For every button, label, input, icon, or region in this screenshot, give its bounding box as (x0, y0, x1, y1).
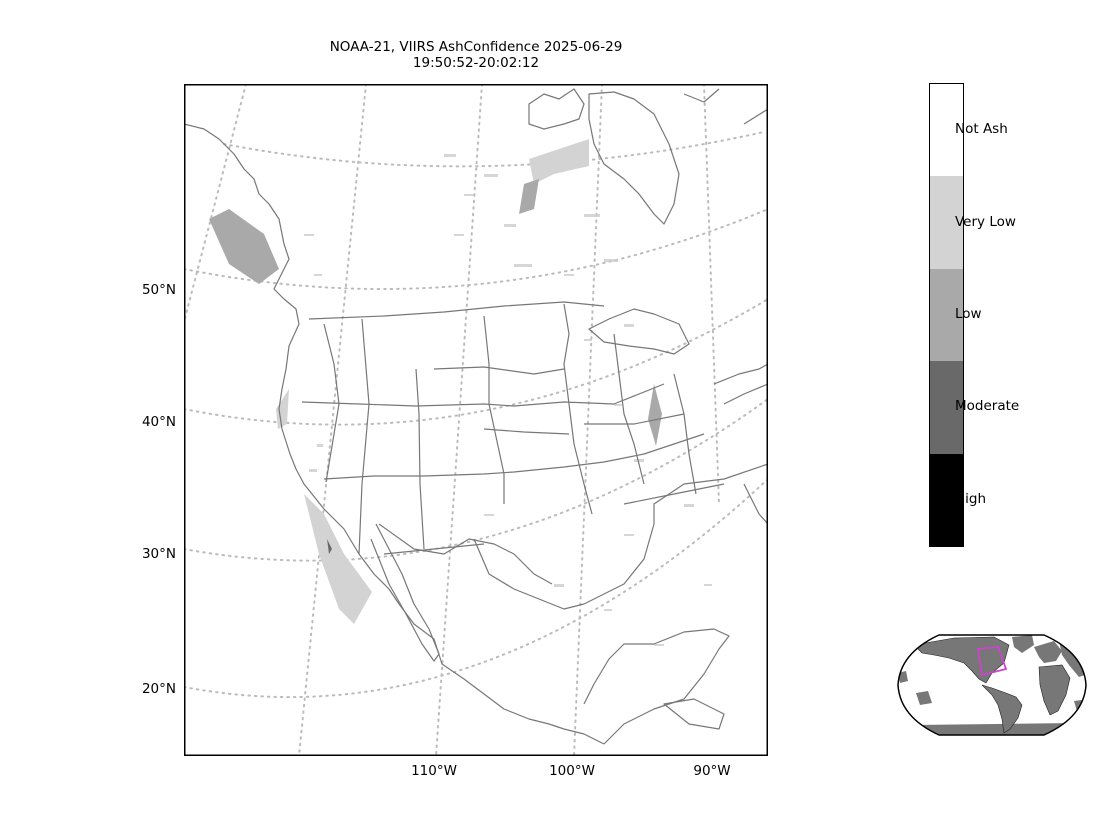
colorbar-segment-not-ash (930, 84, 963, 177)
colorbar-segment-moderate (930, 361, 963, 454)
longitude-label-90w: 90°W (693, 763, 731, 779)
world-locator-inset (897, 634, 1087, 736)
colorbar-label-very-low: Very Low (955, 214, 1016, 230)
map-extent-box (976, 646, 1008, 677)
longitude-label-100w: 100°W (549, 763, 595, 779)
colorbar-label-moderate: Moderate (955, 398, 1020, 414)
colorbar-label-low: Low (955, 306, 982, 322)
colorbar-label-not-ash: Not Ash (955, 121, 1008, 137)
latitude-label-40n: 40°N (141, 414, 176, 430)
map-title: NOAA-21, VIIRS AshConfidence 2025-06-29 … (226, 39, 726, 71)
colorbar-segment-high (930, 453, 963, 546)
ash-confidence-colorbar (929, 83, 964, 547)
colorbar-segment-very-low (930, 176, 963, 269)
latitude-label-20n: 20°N (141, 681, 176, 697)
latitude-gridlines (184, 131, 768, 699)
latitude-label-50n: 50°N (141, 282, 176, 298)
world-landmasses (898, 635, 1086, 735)
latitude-label-30n: 30°N (141, 546, 176, 562)
coastlines-and-borders (184, 88, 768, 745)
colorbar-segment-low (930, 268, 963, 362)
title-line-2: 19:50:52-20:02:12 (412, 55, 540, 71)
ash-confidence-map (184, 84, 768, 756)
longitude-gridlines (184, 84, 720, 756)
longitude-label-110w: 110°W (411, 763, 457, 779)
colorbar-label-high: High (955, 491, 987, 507)
ash-detections (209, 139, 712, 646)
title-line-1: NOAA-21, VIIRS AshConfidence 2025-06-29 (329, 39, 623, 55)
